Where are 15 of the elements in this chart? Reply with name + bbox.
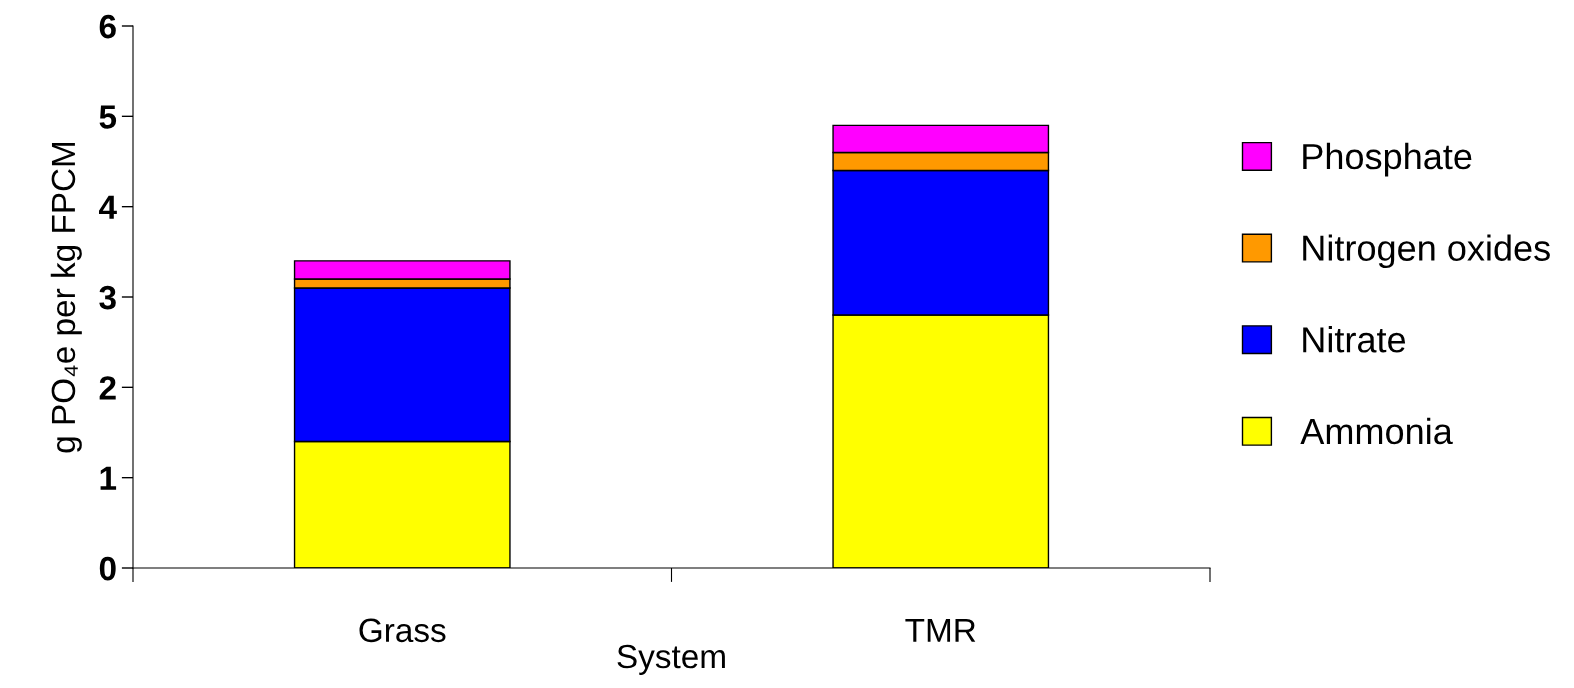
- legend-label: Nitrogen oxides: [1303, 234, 1550, 269]
- x-tick-label: TMR: [905, 618, 976, 642]
- y-axis-title: g PO₄e per kg FPCM: [50, 142, 82, 453]
- y-tick-label: 1: [100, 466, 117, 490]
- legend-label: Ammonia: [1300, 417, 1453, 445]
- y-tick-label: 5: [99, 105, 117, 129]
- x-tick-label: Grass: [359, 618, 446, 643]
- legend-label: Phosphate: [1303, 142, 1472, 177]
- y-tick-label: 2: [99, 376, 116, 400]
- y-tick-label: 4: [99, 195, 117, 219]
- x-axis-title: System: [617, 644, 725, 675]
- y-tick-label: 0: [99, 556, 116, 581]
- y-tick-label: 3: [99, 285, 116, 310]
- y-tick-label: 6: [99, 14, 116, 39]
- legend-label: Nitrate: [1303, 326, 1406, 353]
